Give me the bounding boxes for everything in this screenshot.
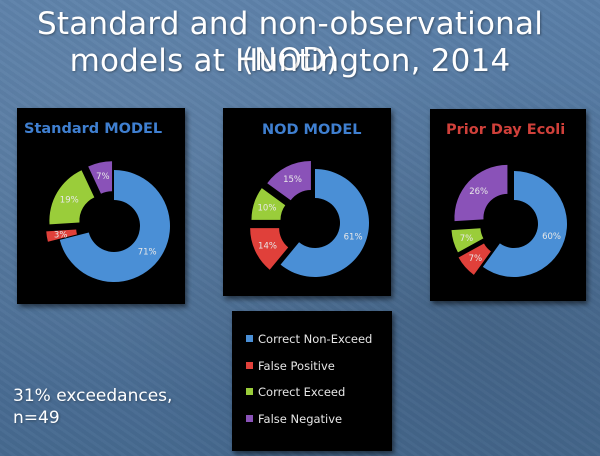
data-label-false-negative: 7% <box>96 172 110 182</box>
data-label-false-negative: 26% <box>469 187 488 197</box>
slide-title-line-1: Standard and non-observational (NOD) <box>36 6 544 78</box>
chart-title: NOD MODEL <box>262 122 361 138</box>
legend-swatch-false-positive <box>246 362 253 369</box>
data-label-correct-non-exceed: 60% <box>542 232 561 242</box>
data-label-false-negative: 15% <box>283 175 302 185</box>
data-label-false-positive: 7% <box>469 254 483 264</box>
donut-slice-false-negative <box>88 161 113 194</box>
legend-item-correct-non-exceed: Correct Non-Exceed <box>246 332 372 346</box>
donut-slice-false-negative <box>454 164 508 222</box>
legend-item-false-negative: False Negative <box>246 412 342 426</box>
legend-swatch-correct-exceed <box>246 388 253 395</box>
legend-swatch-correct-non-exceed <box>246 335 253 342</box>
exceedance-note-line-2: n=49 <box>13 408 60 428</box>
legend-label: Correct Non-Exceed <box>258 332 373 346</box>
legend-label: False Positive <box>258 359 335 373</box>
donut-slice-correct-non-exceed <box>482 171 567 277</box>
donut-chart-svg: Standard MODEL 71% 3% 19% 7% <box>24 121 171 282</box>
donut-slice-false-negative <box>267 160 311 201</box>
nod-model-chart: NOD MODEL 61% 14% 10% 15% <box>223 108 391 296</box>
donut-slice-correct-non-exceed <box>59 170 171 282</box>
legend-swatch-false-negative <box>246 415 253 422</box>
donut-slice-correct-non-exceed <box>280 169 369 277</box>
legend-label: Correct Exceed <box>258 385 346 399</box>
standard-model-chart: Standard MODEL 71% 3% 19% 7% <box>17 108 185 304</box>
data-label-correct-non-exceed: 71% <box>138 248 157 258</box>
legend-item-correct-exceed: Correct Exceed <box>246 385 345 399</box>
slide-title-line-2: models at Huntington, 2014 <box>69 43 511 79</box>
data-label-correct-exceed: 7% <box>460 234 474 244</box>
donut-slice-correct-exceed <box>451 228 484 253</box>
exceedance-note: 31% exceedances, n=49 <box>13 385 172 429</box>
data-label-correct-exceed: 10% <box>258 203 277 213</box>
donut-slice-correct-exceed <box>49 170 95 225</box>
data-label-false-positive: 14% <box>258 241 277 251</box>
data-label-correct-non-exceed: 61% <box>344 233 363 243</box>
donut-slice-false-positive <box>250 228 289 270</box>
exceedance-note-line-1: 31% exceedances, <box>13 386 173 406</box>
legend-label: False Negative <box>258 412 343 426</box>
donut-chart-svg: NOD MODEL 61% 14% 10% 15% <box>250 122 369 277</box>
chart-legend: Correct Non-Exceed False Positive Correc… <box>232 311 392 451</box>
chart-title: Prior Day Ecoli <box>446 122 565 138</box>
donut-slice-correct-exceed <box>251 188 286 220</box>
donut-chart-svg: Prior Day Ecoli 60% 7% 7% 26% <box>446 122 567 277</box>
data-label-false-positive: 3% <box>54 230 67 240</box>
chart-title: Standard MODEL <box>24 121 162 137</box>
donut-slice-false-positive <box>458 243 491 275</box>
donut-slice-false-positive <box>46 229 77 242</box>
prior-day-ecoli-chart: Prior Day Ecoli 60% 7% 7% 26% <box>430 109 586 301</box>
legend-item-false-positive: False Positive <box>246 359 335 373</box>
data-label-correct-exceed: 19% <box>60 196 79 206</box>
